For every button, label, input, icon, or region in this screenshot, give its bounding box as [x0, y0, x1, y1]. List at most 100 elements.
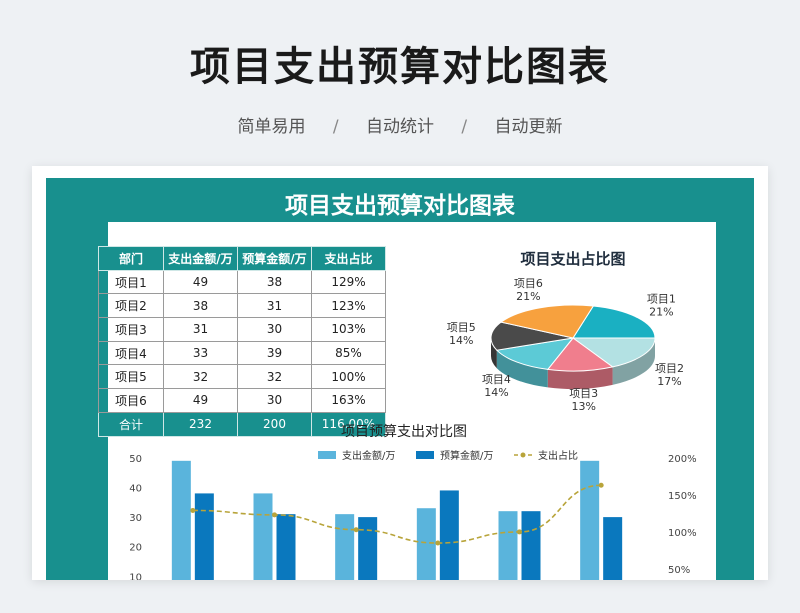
bar-chart-title: 项目预算支出对比图: [341, 424, 467, 440]
table-cell: 项目4: [98, 340, 164, 366]
table-total-row: 合计 232 200 116.00%: [98, 411, 386, 437]
table-cell: 项目1: [98, 269, 164, 295]
pie-title: 项目支出占比图: [520, 250, 625, 268]
bar: [335, 514, 355, 580]
table-cell: 32: [163, 364, 238, 390]
pie-category-label: 项目1: [647, 293, 676, 306]
pie-slice: [499, 304, 595, 339]
pie-slice: [546, 337, 614, 372]
pie-category-label: 项目3: [569, 387, 598, 400]
y2-tick-label: 200%: [668, 454, 697, 465]
bar: [603, 517, 623, 580]
table-cell: 123%: [311, 293, 386, 319]
ratio-point: [353, 527, 359, 533]
bar: [498, 511, 518, 580]
legend-marker: [520, 452, 526, 458]
table-cell: 103%: [311, 317, 386, 342]
tagline-item: 自动统计: [366, 117, 434, 137]
pie-category-label: 项目6: [514, 277, 543, 290]
ratio-line: [192, 484, 602, 544]
table-cell: 项目2: [98, 293, 164, 319]
ratio-point: [190, 507, 196, 513]
tagline-separator: /: [332, 117, 339, 137]
table-cell: 38: [163, 293, 238, 319]
table-cell: 39: [237, 340, 312, 366]
bar-line-chart: 项目预算支出对比图 50 40 30 20 10 200% 150% 100% 50% 支出金额/万…: [129, 424, 697, 580]
table-cell: 项目3: [98, 317, 164, 342]
table-cell: 129%: [311, 269, 386, 295]
pie-slice-side: [612, 338, 655, 385]
y2-tick-label: 100%: [668, 528, 697, 539]
sheet-title: 项目支出预算对比图表: [285, 193, 515, 219]
legend-swatch: [318, 451, 336, 459]
y-tick-label: 20: [129, 543, 142, 554]
page-title: 项目支出预算对比图表: [190, 44, 610, 90]
table-total-cell: 合计: [98, 411, 164, 437]
ratio-point: [598, 482, 604, 488]
y-tick-label: 50: [129, 454, 142, 465]
y-tick-label: 30: [129, 513, 142, 524]
table-cell: 31: [237, 293, 312, 319]
table-cell: 31: [163, 317, 238, 342]
table-cell: 32: [237, 364, 312, 390]
pie-slice: [495, 337, 575, 370]
pie-slice-side: [491, 338, 497, 369]
pie-value-label: 17%: [657, 375, 681, 388]
table-cell: 项目5: [98, 364, 164, 390]
bar: [416, 508, 436, 580]
table-cell: 30: [237, 317, 312, 342]
table-row: 项目3 31 30 103%: [98, 317, 386, 342]
y-tick-label: 10: [129, 572, 142, 580]
tagline-separator: /: [461, 117, 468, 137]
bar: [580, 460, 600, 580]
bar: [276, 514, 296, 580]
y2-tick-label: 50%: [668, 565, 690, 576]
pie-category-label: 项目2: [655, 362, 684, 375]
table-total-cell: 116.00%: [311, 411, 386, 437]
data-table: 部门 支出金额/万 预算金额/万 支出占比 项目1 49 38 129% 项目2 38 31…: [98, 246, 386, 437]
pie-slice: [571, 337, 656, 368]
pie-value-label: 14%: [484, 386, 508, 399]
chart-legend: 支出金额/万 预算金额/万 支出占比: [318, 449, 578, 462]
table-cell: 项目6: [98, 388, 164, 413]
bar: [358, 517, 378, 580]
column-header: 支出占比: [311, 246, 386, 271]
y2-tick-label: 150%: [668, 491, 697, 502]
column-header: 支出金额/万: [163, 246, 238, 271]
table-row: 项目6 49 30 163%: [98, 388, 386, 413]
tagline: 简单易用 / 自动统计 / 自动更新: [0, 112, 800, 137]
legend-label: 支出金额/万: [342, 449, 395, 462]
table-row: 项目2 38 31 123%: [98, 293, 386, 319]
pie-chart: 项目支出占比图项目121%项目217%项目313%项目414%项目514%项目6…: [447, 250, 684, 412]
column-header: 预算金额/万: [237, 246, 312, 271]
ratio-point: [272, 512, 277, 518]
bar: [521, 511, 541, 580]
table-cell: 85%: [311, 340, 386, 366]
table-cell: 49: [163, 388, 238, 413]
bar: [194, 493, 214, 580]
sheet-frame: 项目支出预算对比图表 部门 支出金额/万 预算金额/万 支出占比 项目1 49 38…: [46, 178, 754, 580]
y-tick-label: 40: [129, 483, 142, 494]
sheet-body: 部门 支出金额/万 预算金额/万 支出占比 项目1 49 38 129% 项目2 38 31…: [98, 222, 716, 580]
legend-swatch: [416, 451, 434, 459]
tagline-item: 简单易用: [237, 117, 306, 137]
bar: [171, 460, 191, 580]
pie-slice: [572, 305, 656, 339]
table-header-row: 部门 支出金额/万 预算金额/万 支出占比: [98, 246, 386, 271]
legend-label: 预算金额/万: [440, 449, 493, 462]
bar: [439, 490, 459, 580]
table-row: 项目1 49 38 129%: [98, 269, 386, 295]
table-cell: 33: [163, 340, 238, 366]
table-cell: 30: [237, 388, 312, 413]
table-row: 项目4 33 39 85%: [98, 340, 386, 366]
pie-category-label: 项目5: [447, 321, 476, 334]
pie-value-label: 13%: [571, 400, 595, 412]
table-cell: 49: [163, 269, 238, 295]
spreadsheet-preview: 项目支出预算对比图表 部门 支出金额/万 预算金额/万 支出占比 项目1 49 38…: [32, 166, 768, 580]
table-row: 项目5 32 32 100%: [98, 364, 386, 390]
tagline-item: 自动更新: [494, 117, 563, 137]
table-total-cell: 232: [163, 411, 238, 437]
column-header: 部门: [98, 246, 164, 271]
pie-value-label: 14%: [449, 334, 473, 347]
table-cell: 38: [237, 269, 312, 295]
